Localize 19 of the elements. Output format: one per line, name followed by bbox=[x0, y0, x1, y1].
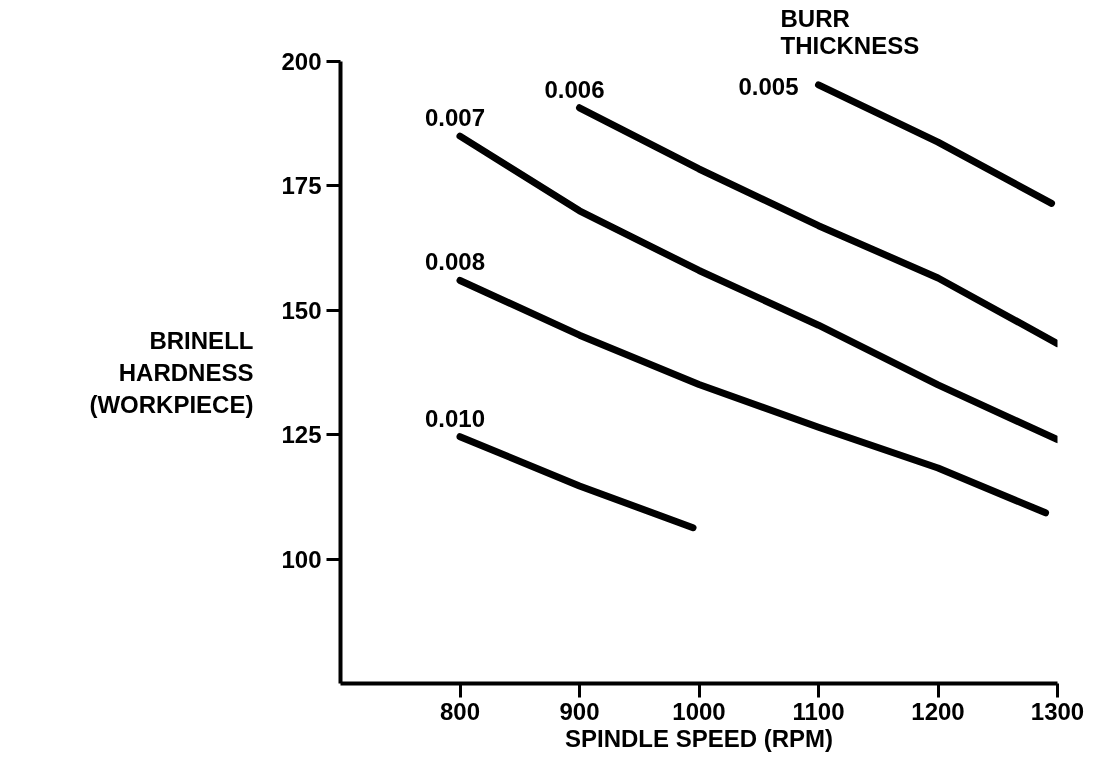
x-tick-label: 1000 bbox=[672, 697, 726, 725]
x-tick-label: 1200 bbox=[911, 697, 965, 725]
x-axis-title: SPINDLE SPEED (RPM) bbox=[564, 724, 834, 752]
series-label: 0.006 bbox=[544, 75, 605, 103]
series-label: 0.005 bbox=[738, 72, 799, 100]
series-label: 0.007 bbox=[425, 104, 486, 132]
x-tick-label: 1100 bbox=[792, 697, 845, 725]
y-tick-label: 125 bbox=[281, 421, 322, 449]
x-tick-label: 800 bbox=[439, 697, 481, 725]
x-tick-label: 1300 bbox=[1030, 697, 1085, 725]
y-axis-title: BRINELL HARDNESS (WORKPIECE) bbox=[89, 326, 254, 419]
y-tick-label: 100 bbox=[281, 545, 322, 573]
series-label: 0.008 bbox=[425, 248, 486, 276]
legend-title: BURR THICKNESS bbox=[780, 5, 920, 59]
y-tick-label: 200 bbox=[281, 48, 322, 75]
y-tick-label: 175 bbox=[281, 172, 322, 200]
x-tick-label: 900 bbox=[559, 697, 600, 725]
y-tick-label: 150 bbox=[281, 296, 322, 324]
series-label: 0.010 bbox=[425, 404, 486, 432]
